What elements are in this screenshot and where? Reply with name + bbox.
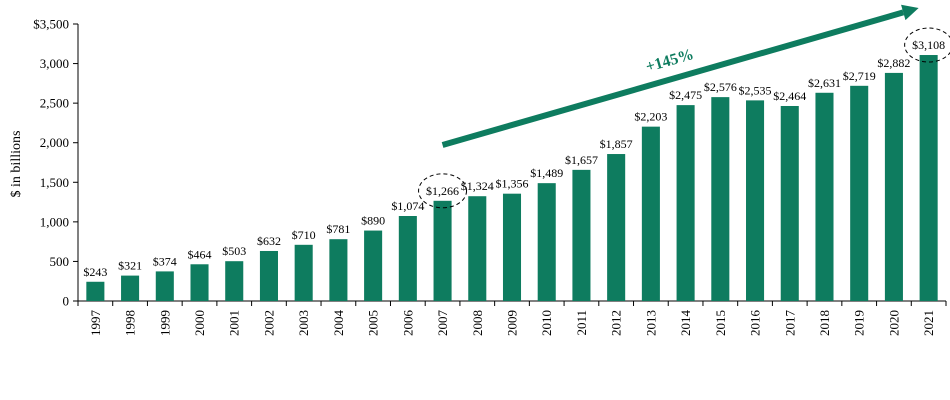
x-tick-label-2015: 2015 [713, 310, 728, 336]
x-tick-label-2011: 2011 [574, 310, 589, 336]
y-tick-label: 1,000 [40, 214, 69, 229]
x-tick-label-1997: 1997 [88, 310, 103, 337]
data-label-2015: $2,576 [704, 80, 737, 94]
data-label-2019: $2,719 [843, 69, 876, 83]
x-tick-label-2006: 2006 [400, 310, 415, 337]
x-tick-label-1998: 1998 [123, 310, 138, 336]
x-tick-label-2014: 2014 [678, 310, 693, 337]
bar-2019 [850, 85, 869, 301]
y-tick-label: 3,000 [40, 56, 69, 71]
x-tick-label-2021: 2021 [921, 310, 936, 336]
data-label-2013: $2,203 [634, 110, 667, 124]
growth-arrow-head [901, 4, 919, 21]
x-tick-label-1999: 1999 [157, 310, 172, 336]
x-tick-label-2010: 2010 [539, 310, 554, 336]
data-label-2008: $1,324 [461, 179, 494, 193]
bar-2008 [468, 196, 487, 301]
bar-2011 [572, 169, 591, 301]
bar-2013 [641, 126, 660, 301]
x-tick-label-2012: 2012 [609, 310, 624, 336]
bar-2005 [364, 230, 383, 301]
data-label-2016: $2,535 [739, 83, 772, 97]
highlight-circle-2021 [904, 27, 950, 63]
data-label-2003: $710 [292, 228, 316, 242]
bars-group [86, 55, 938, 302]
data-label-2017: $2,464 [773, 89, 806, 103]
y-axis-title: $ in billions [9, 131, 24, 198]
x-tick-label-2016: 2016 [748, 310, 763, 337]
x-tick-label-2020: 2020 [886, 310, 901, 336]
x-tick-label-2008: 2008 [470, 310, 485, 336]
data-label-2010: $1,489 [530, 166, 563, 180]
data-label-2018: $2,631 [808, 76, 841, 90]
bar-2016 [746, 100, 765, 301]
x-tick-label-2004: 2004 [331, 310, 346, 337]
data-labels-group: $243 $321 $374 $464 $503 $632 $710 $781 $890 $1,0… [83, 38, 945, 279]
bar-2014 [676, 105, 695, 301]
x-axis [77, 300, 947, 306]
x-tick-label-2007: 2007 [435, 310, 450, 337]
x-tick-label-2019: 2019 [852, 310, 867, 336]
bar-2000 [190, 264, 209, 301]
highlight-circle-2007 [418, 173, 468, 209]
y-axis: 0 500 1,000 1,500 2,000 2,500 3,000 $3,500 [33, 17, 79, 309]
x-tick-label-2017: 2017 [782, 310, 797, 337]
y-tick-label: 500 [50, 254, 70, 269]
x-tick-label-2018: 2018 [817, 310, 832, 336]
y-tick-label: 1,500 [40, 175, 69, 190]
data-label-2004: $781 [326, 222, 350, 236]
x-tick-label-2002: 2002 [261, 310, 276, 336]
x-tick-label-2009: 2009 [505, 310, 520, 336]
x-tick-label-2005: 2005 [366, 310, 381, 336]
data-label-1997: $243 [83, 265, 107, 279]
data-label-2012: $1,857 [600, 137, 633, 151]
data-label-2011: $1,657 [565, 153, 598, 167]
bar-1999 [155, 271, 174, 301]
highlight-circles-group [418, 27, 950, 209]
data-label-2021: $3,108 [912, 38, 945, 52]
y-tick-label: 0 [63, 294, 70, 309]
bar-2002 [259, 250, 278, 301]
bar-2003 [294, 244, 313, 301]
y-tick-label: 2,500 [40, 96, 69, 111]
bar-1998 [121, 275, 140, 301]
x-tick-labels-group: 1997 1998 1999 2000 2001 2002 2003 2004 2005 2006… [88, 310, 936, 337]
bar-2010 [537, 183, 556, 301]
x-tick-label-2013: 2013 [643, 310, 658, 336]
data-label-2005: $890 [361, 214, 385, 228]
bar-2021 [919, 55, 938, 301]
bar-2001 [225, 261, 244, 301]
data-label-1999: $374 [153, 254, 177, 268]
data-label-2014: $2,475 [669, 88, 702, 102]
data-label-2002: $632 [257, 234, 281, 248]
data-label-1998: $321 [118, 259, 142, 273]
data-label-2001: $503 [222, 244, 246, 258]
bar-2006 [398, 216, 417, 301]
x-tick-label-2003: 2003 [296, 310, 311, 336]
bar-2012 [607, 154, 626, 301]
data-label-2000: $464 [188, 247, 212, 261]
bar-2020 [884, 72, 903, 302]
bar-2018 [815, 92, 834, 301]
bar-1997 [86, 281, 105, 301]
data-label-2020: $2,882 [877, 56, 910, 70]
data-label-2006: $1,074 [391, 199, 424, 213]
growth-arrow [441, 9, 905, 148]
y-tick-label: 2,000 [40, 135, 69, 150]
bar-2017 [780, 105, 799, 301]
data-label-2009: $1,356 [496, 177, 529, 191]
y-tick-label: $3,500 [33, 17, 69, 32]
x-tick-label-2000: 2000 [192, 310, 207, 336]
bar-2007 [433, 200, 452, 301]
x-tick-label-2001: 2001 [227, 310, 242, 336]
bar-2009 [502, 193, 522, 301]
data-label-2007: $1,266 [426, 184, 459, 198]
bar-2015 [711, 97, 730, 302]
bar-2004 [329, 239, 348, 301]
